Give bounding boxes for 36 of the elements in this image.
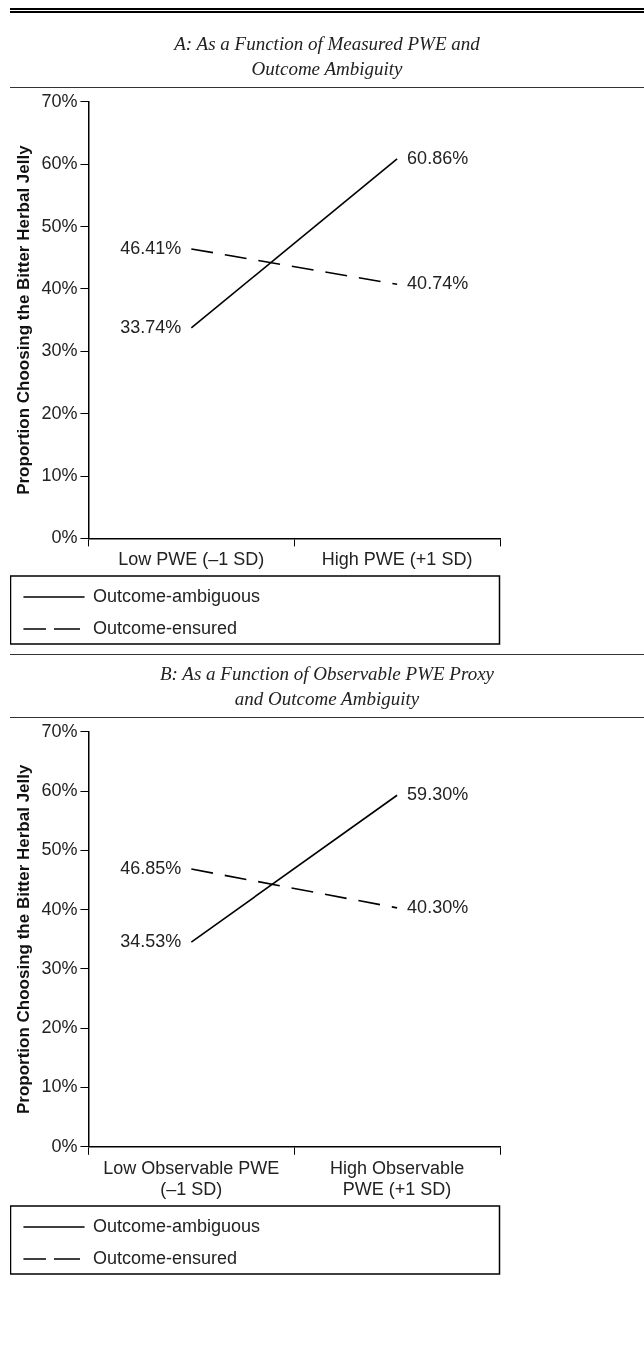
y-tick-label: 70% <box>41 720 78 741</box>
y-axis-title: Proportion Choosing the Bitter Herbal Jelly <box>13 764 33 1115</box>
data-label: 33.74% <box>120 316 182 337</box>
data-label: 40.30% <box>407 896 469 917</box>
legend-label: Outcome-ambiguous <box>93 1215 261 1236</box>
y-tick-label: 40% <box>41 277 78 298</box>
legend-label: Outcome-ensured <box>93 1247 238 1268</box>
y-tick-label: 0% <box>51 527 78 548</box>
y-tick-label: 10% <box>41 465 78 485</box>
y-tick-label: 30% <box>41 340 78 361</box>
y-tick-label: 50% <box>41 839 78 860</box>
legend-label: Outcome-ensured <box>93 617 238 638</box>
x-tick-label: High PWE (+1 SD) <box>321 549 473 570</box>
chart-title: A: As a Function of Measured PWE and Outcome Ambiguity <box>10 25 644 88</box>
legend-label: Outcome-ambiguous <box>93 585 261 606</box>
data-label: 46.41% <box>120 237 182 258</box>
data-label: 40.74% <box>407 273 469 294</box>
data-label: 34.53% <box>120 931 182 952</box>
x-tick-label: Low Observable PWE (–1 SD) <box>103 1157 280 1200</box>
y-tick-label: 70% <box>41 90 78 111</box>
data-label: 59.30% <box>407 784 469 805</box>
y-tick-label: 20% <box>41 402 78 423</box>
y-tick-label: 0% <box>51 1135 78 1156</box>
x-tick-label: Low PWE (–1 SD) <box>118 549 265 570</box>
y-tick-label: 20% <box>41 1017 78 1038</box>
y-axis-title: Proportion Choosing the Bitter Herbal Jelly <box>13 144 33 495</box>
y-tick-label: 60% <box>41 153 78 174</box>
y-tick-label: 60% <box>41 780 78 801</box>
data-label: 60.86% <box>407 147 469 168</box>
y-tick-label: 40% <box>41 898 78 919</box>
y-tick-label: 10% <box>41 1076 78 1097</box>
data-label: 46.85% <box>120 858 182 879</box>
x-tick-label: High Observable PWE (+1 SD) <box>330 1157 465 1200</box>
y-tick-label: 30% <box>41 957 78 978</box>
chart-title: B: As a Function of Observable PWE Proxy and Outcome Ambiguity <box>10 654 644 718</box>
y-tick-label: 50% <box>41 215 78 236</box>
